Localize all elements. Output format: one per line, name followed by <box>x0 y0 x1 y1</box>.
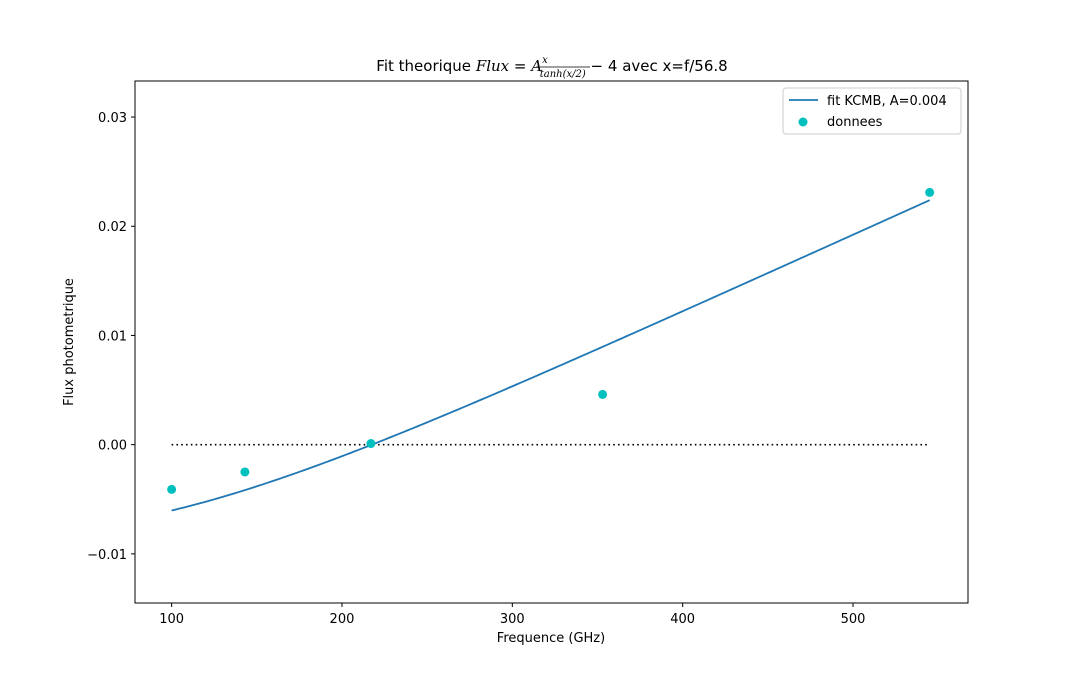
x-tick-label: 200 <box>330 612 355 627</box>
data-point <box>366 439 376 449</box>
title-fraction-denominator: tanh(x/2) <box>540 69 586 80</box>
y-tick-label: 0.02 <box>98 220 127 235</box>
legend: fit KCMB, A=0.004 donnees <box>782 87 962 135</box>
axes: 100 200 300 400 500 −0.01 0.00 0.01 0.02 0.03 <box>87 80 969 627</box>
data-point <box>240 467 250 477</box>
y-tick-label: −0.01 <box>87 548 127 563</box>
x-tick-label: 100 <box>159 612 184 627</box>
y-axis-label: Flux photometrique <box>62 278 77 406</box>
y-tick-label: 0.03 <box>98 111 127 126</box>
legend-frame <box>782 87 962 135</box>
data-point <box>925 187 935 197</box>
data-point <box>598 389 608 399</box>
legend-label-data: donnees <box>827 115 883 130</box>
fit-curve-line <box>171 199 931 512</box>
plot-area <box>167 187 935 512</box>
x-tick-label: 300 <box>500 612 525 627</box>
data-point <box>167 484 177 494</box>
legend-swatch-data-marker <box>798 117 808 127</box>
y-tick-label: 0.00 <box>98 439 127 454</box>
chart-title: Fit theorique Flux = Ax tanh(x/2) − 4 ave… <box>376 55 727 80</box>
x-tick-label: 500 <box>841 612 866 627</box>
legend-label-fit: fit KCMB, A=0.004 <box>827 94 947 109</box>
title-fraction-numerator: x <box>542 55 548 66</box>
plot-frame <box>134 80 969 604</box>
y-tick-label: 0.01 <box>98 329 127 344</box>
x-axis-label: Frequence (GHz) <box>497 631 605 646</box>
x-tick-label: 400 <box>670 612 695 627</box>
